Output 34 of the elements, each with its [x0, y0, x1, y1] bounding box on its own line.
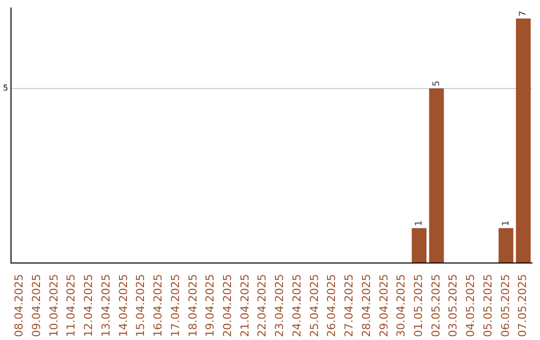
- x-tick-label: 12.04.2025: [82, 274, 96, 338]
- x-tick-label: 28.04.2025: [360, 274, 373, 338]
- x-tick-label: 27.04.2025: [342, 274, 356, 338]
- x-tick-label: 16.04.2025: [152, 274, 165, 338]
- x-tick-label: 09.04.2025: [30, 274, 43, 338]
- x-tick-label: 08.04.2025: [12, 274, 26, 338]
- x-tick-label: 17.04.2025: [168, 274, 182, 338]
- x-tick-label: 01.05.2025: [412, 274, 425, 338]
- x-tick-label: 04.05.2025: [464, 274, 478, 338]
- x-tick-label: 18.04.2025: [186, 274, 200, 338]
- x-tick-label: 23.04.2025: [273, 274, 286, 338]
- x-tick-label: 14.04.2025: [116, 274, 130, 338]
- x-tick-label: 21.04.2025: [238, 274, 252, 338]
- x-tick-label: 05.05.2025: [481, 274, 494, 338]
- x-tick-label: 29.04.2025: [377, 274, 390, 338]
- x-tick-label: 26.04.2025: [325, 274, 338, 338]
- data-label: 5: [432, 80, 442, 86]
- data-label: 1: [501, 220, 512, 226]
- x-tick-label: 06.05.2025: [498, 274, 512, 338]
- data-label: 7: [518, 10, 529, 16]
- x-tick-label: 13.04.2025: [99, 274, 112, 338]
- x-tick-label: 02.05.2025: [429, 274, 442, 338]
- x-tick-label: 22.04.2025: [256, 274, 269, 338]
- x-tick-label: 24.04.2025: [290, 274, 304, 338]
- x-tick-label: 30.04.2025: [394, 274, 408, 338]
- x-tick-label: 15.04.2025: [134, 274, 148, 338]
- x-tick-label: 10.04.2025: [47, 274, 60, 338]
- x-tick-label: 25.04.2025: [308, 274, 321, 338]
- x-tick-label: 20.04.2025: [220, 274, 234, 338]
- x-tick-label: 03.05.2025: [446, 274, 460, 338]
- x-tick-label: 07.05.2025: [516, 274, 530, 338]
- x-tick-label: 11.04.2025: [64, 274, 78, 338]
- data-label: 1: [414, 220, 424, 226]
- x-tick-label: 19.04.2025: [204, 274, 217, 338]
